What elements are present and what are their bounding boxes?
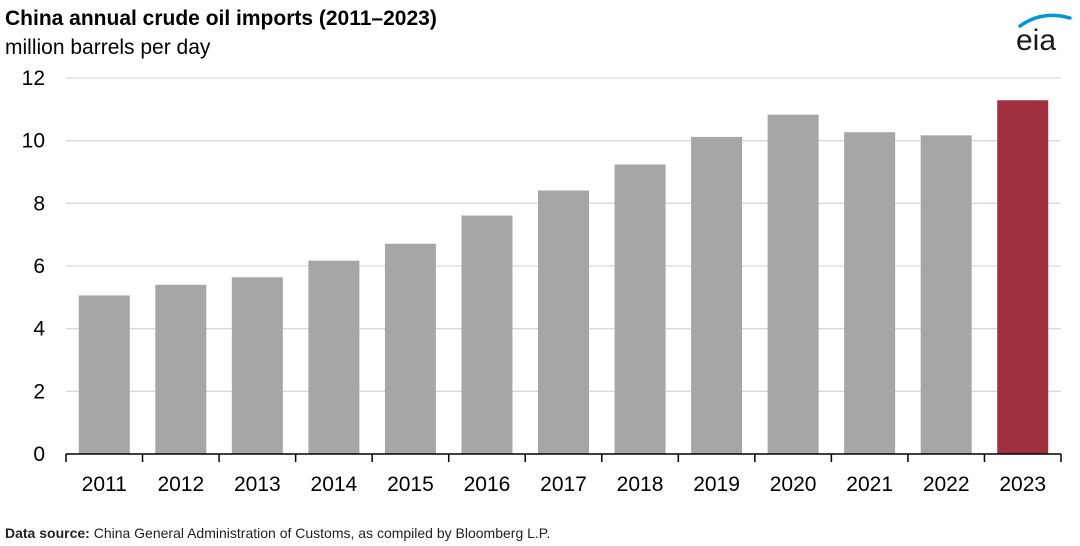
eia-logo-text: eia [1016,24,1056,56]
bar-2012 [155,284,207,454]
y-tick-label: 4 [33,318,45,341]
eia-logo-arc [1018,13,1072,28]
x-axis-tick-labels: 2011 2012 2013 2014 2015 2016 2017 2018 2019 2020… [82,473,1046,496]
y-tick-label: 0 [33,443,45,466]
x-tick-label-2011: 2011 [82,473,127,496]
x-axis [65,453,1062,462]
data-source-text: China General Administration of Customs,… [93,525,551,541]
bar-2015 [384,243,436,454]
eia-logo: eia [1016,13,1072,56]
chart-subtitle: million barrels per day [5,36,211,59]
y-tick-label: 12 [22,67,45,90]
y-tick-label: 8 [33,192,45,215]
bar-2016 [461,215,513,454]
bar-2013 [231,277,283,454]
bar-2020 [767,114,819,454]
x-tick-label-2021: 2021 [846,473,893,496]
bar-2021 [844,132,896,454]
x-tick-label-2014: 2014 [311,473,358,496]
bar-2023 [997,100,1049,454]
x-tick-label-2016: 2016 [464,473,511,496]
bar-2017 [538,190,589,454]
bar-2011 [78,295,130,454]
chart-title: China annual crude oil imports (2011–202… [5,7,437,30]
bar-2014 [308,260,360,454]
y-tick-label: 6 [33,255,45,278]
bar-2022 [920,135,972,454]
bar-2018 [614,164,666,455]
x-tick-label-2013: 2013 [234,473,281,496]
x-tick-label-2020: 2020 [770,473,817,496]
x-tick-label-2012: 2012 [157,473,204,496]
data-source-note: Data source: China General Administratio… [5,525,550,541]
x-tick-label-2019: 2019 [693,473,740,496]
bars [78,100,1049,455]
y-axis-tick-labels: 0 2 4 6 8 10 12 [22,67,46,466]
bar-2019 [691,136,743,454]
x-tick-label-2023: 2023 [999,473,1046,496]
x-tick-label-2017: 2017 [540,473,587,496]
x-tick-label-2015: 2015 [387,473,434,496]
x-tick-label-2018: 2018 [617,473,664,496]
data-source-label: Data source: [5,525,90,541]
y-tick-label: 10 [22,130,45,153]
y-tick-label: 2 [33,380,45,403]
x-tick-label-2022: 2022 [923,473,970,496]
